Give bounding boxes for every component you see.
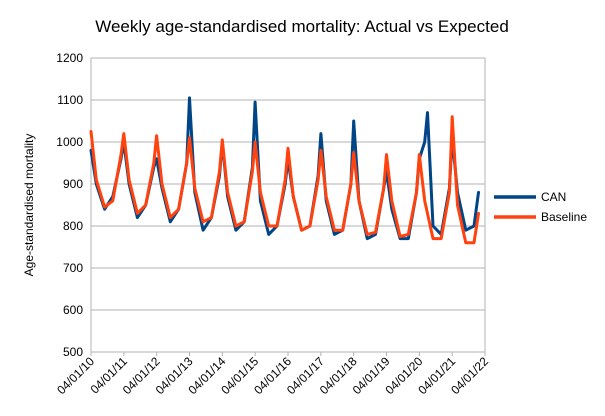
y-tick-label: 1100 [57, 93, 83, 107]
chart-title: Weekly age-standardised mortality: Actua… [95, 17, 509, 36]
y-tick-label: 600 [63, 303, 83, 317]
y-tick-label: 1000 [56, 135, 83, 149]
y-tick-label: 700 [63, 261, 83, 275]
plot-frame [90, 57, 486, 353]
y-tick-label: 900 [63, 177, 83, 191]
y-tick-label: 800 [63, 219, 83, 233]
y-tick-label: 500 [63, 345, 83, 359]
series-lines [89, 96, 480, 245]
y-tick-label: 1200 [56, 51, 83, 65]
x-tick-label: 04/01/22 [448, 354, 491, 397]
legend: CAN Baseline [494, 190, 587, 224]
x-tick-labels: 04/01/1004/01/1104/01/1204/01/1304/01/14… [54, 352, 491, 397]
y-tick-labels: 500 600 700 800 900 1000 1100 1200 [56, 51, 83, 359]
legend-label-baseline: Baseline [541, 210, 587, 224]
series-line-baseline [89, 115, 480, 245]
y-axis-label: Age-standardised mortality [22, 134, 36, 277]
legend-label-can: CAN [541, 190, 566, 204]
